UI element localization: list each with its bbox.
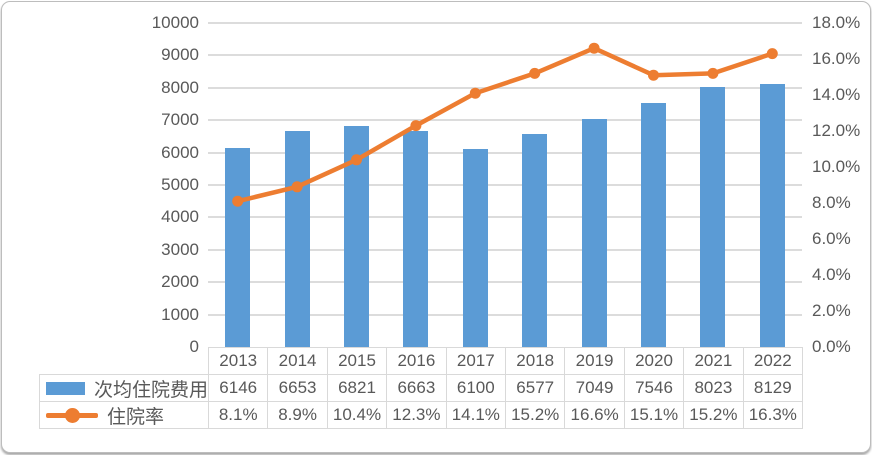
right-axis-tick-label: 8.0% bbox=[812, 193, 851, 212]
gridline bbox=[208, 184, 802, 186]
left-axis-tick-label: 9000 bbox=[161, 45, 199, 65]
line-series-swatch-icon bbox=[46, 407, 98, 423]
cost-cell: 7049 bbox=[565, 375, 625, 402]
bar-2020 bbox=[641, 102, 666, 347]
year-cell: 2013 bbox=[209, 348, 269, 375]
cost-cell: 8023 bbox=[684, 375, 744, 402]
right-axis-tick-label: 16.0% bbox=[812, 49, 861, 68]
bar-2018 bbox=[522, 133, 548, 347]
left-axis-tick-label: 4000 bbox=[161, 207, 199, 227]
gridline bbox=[208, 216, 802, 219]
rate-cell: 15.2% bbox=[506, 402, 566, 429]
right-axis-tick-label: 0.0% bbox=[812, 337, 851, 356]
gridline bbox=[208, 313, 802, 316]
gridline bbox=[208, 22, 802, 24]
data-table: 2013 2014 2015 2016 2017 2018 2019 2020 2021 2022… bbox=[208, 347, 803, 429]
legend-label-cost: 次均住院费用 bbox=[93, 379, 208, 401]
year-cell: 2022 bbox=[743, 348, 803, 375]
right-axis-tick-label: 4.0% bbox=[812, 265, 851, 284]
rate-marker-2020 bbox=[648, 69, 659, 81]
cost-cell: 6663 bbox=[387, 375, 447, 402]
rate-cell: 15.2% bbox=[684, 402, 744, 429]
year-cell: 2021 bbox=[684, 348, 744, 375]
rate-cell: 16.3% bbox=[743, 402, 803, 429]
rate-marker-2016 bbox=[410, 120, 422, 132]
plot-area bbox=[208, 22, 802, 347]
gridline bbox=[208, 86, 802, 89]
right-axis-tick-label: 18.0% bbox=[812, 13, 861, 32]
bar-2013 bbox=[225, 147, 251, 347]
rate-marker-2013 bbox=[232, 195, 244, 207]
rate-line bbox=[235, 45, 775, 204]
rate-marker-2021 bbox=[707, 67, 719, 79]
legend-item-cost: 次均住院费用 bbox=[40, 375, 208, 402]
rate-cell: 16.6% bbox=[565, 402, 625, 429]
right-axis-tick-label: 12.0% bbox=[812, 121, 861, 140]
left-axis-tick-label: 5000 bbox=[161, 175, 199, 194]
right-axis-tick-label: 6.0% bbox=[812, 229, 851, 248]
cost-cell: 7546 bbox=[624, 375, 685, 402]
rate-marker-2022 bbox=[766, 48, 778, 60]
year-cell: 2020 bbox=[624, 348, 685, 375]
left-axis-tick-label: 10000 bbox=[151, 13, 199, 32]
year-cell: 2016 bbox=[387, 348, 447, 375]
cost-cell: 6146 bbox=[209, 375, 269, 402]
bar-2014 bbox=[284, 131, 310, 347]
year-cell: 2019 bbox=[565, 348, 625, 375]
left-axis-tick-label: 7000 bbox=[161, 110, 199, 130]
legend-item-rate: 住院率 bbox=[40, 402, 208, 428]
bar-2021 bbox=[700, 87, 726, 347]
year-cell: 2017 bbox=[446, 348, 506, 375]
left-axis-tick-label: 1000 bbox=[161, 304, 199, 324]
rate-line-layer bbox=[232, 42, 778, 207]
left-axis-tick-label: 8000 bbox=[161, 77, 199, 97]
right-axis-tick-label: 14.0% bbox=[812, 85, 861, 104]
gridline bbox=[208, 119, 802, 122]
legend-label-rate: 住院率 bbox=[107, 406, 165, 428]
year-cell: 2015 bbox=[327, 348, 388, 375]
left-axis-tick-label: 3000 bbox=[161, 239, 199, 259]
year-cell: 2018 bbox=[506, 348, 566, 375]
left-axis-tick-label: 0 bbox=[189, 337, 199, 356]
bar-2019 bbox=[581, 118, 607, 347]
rate-cell: 15.1% bbox=[624, 402, 685, 429]
bar-2016 bbox=[403, 131, 429, 347]
cost-cell: 6653 bbox=[268, 375, 328, 402]
cost-cell: 6577 bbox=[506, 375, 566, 402]
cost-cell: 6821 bbox=[327, 375, 388, 402]
cost-cell: 6100 bbox=[446, 375, 506, 402]
gridline bbox=[208, 281, 802, 284]
rate-marker-2018 bbox=[529, 67, 541, 79]
bar-2017 bbox=[462, 149, 488, 347]
rate-marker-2017 bbox=[469, 87, 481, 99]
rate-cell: 8.1% bbox=[209, 402, 269, 429]
gridline bbox=[208, 54, 802, 57]
rate-cell: 12.3% bbox=[387, 402, 447, 429]
left-axis-tick-label: 6000 bbox=[161, 142, 199, 162]
rate-cell: 8.9% bbox=[268, 402, 328, 429]
rate-marker-2014 bbox=[291, 181, 303, 193]
cost-cell: 8129 bbox=[743, 375, 803, 402]
rate-cell: 10.4% bbox=[327, 402, 388, 429]
rate-marker-2019 bbox=[588, 42, 600, 54]
bar-series-swatch-icon bbox=[46, 381, 85, 395]
right-axis-tick-label: 10.0% bbox=[812, 157, 861, 176]
rate-cell: 14.1% bbox=[446, 402, 506, 429]
gridline bbox=[208, 151, 802, 154]
bar-2022 bbox=[759, 83, 785, 347]
gridline bbox=[208, 248, 802, 251]
right-axis-tick-label: 2.0% bbox=[812, 301, 851, 320]
rate-marker-2015 bbox=[351, 154, 362, 166]
left-axis-tick-label: 2000 bbox=[161, 272, 199, 292]
year-cell: 2014 bbox=[268, 348, 328, 375]
legend: 次均住院费用 住院率 bbox=[39, 374, 208, 429]
